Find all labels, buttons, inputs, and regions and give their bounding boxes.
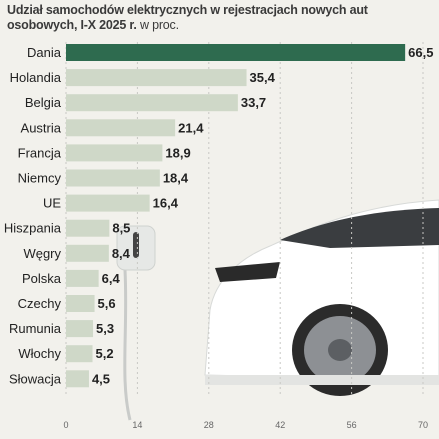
category-label: Dania bbox=[27, 45, 62, 60]
category-label: Francja bbox=[18, 145, 62, 160]
category-label: Rumunia bbox=[9, 321, 62, 336]
bar bbox=[66, 144, 163, 162]
value-label: 5,2 bbox=[96, 346, 114, 361]
bar bbox=[66, 320, 94, 338]
category-label: Austria bbox=[21, 120, 62, 135]
bar bbox=[66, 169, 160, 187]
bar bbox=[66, 295, 95, 312]
title-text: Udział samochodów elektrycznych w rejest… bbox=[7, 3, 368, 32]
x-tick-label: 0 bbox=[63, 420, 68, 430]
value-label: 18,9 bbox=[165, 145, 190, 160]
value-label: 33,7 bbox=[241, 95, 266, 110]
category-label: Czechy bbox=[18, 296, 62, 311]
value-label: 21,4 bbox=[178, 120, 204, 135]
bar bbox=[66, 69, 247, 87]
value-label: 5,3 bbox=[96, 321, 114, 336]
bar bbox=[66, 244, 109, 262]
car-illustration bbox=[116, 199, 439, 421]
value-label: 4,5 bbox=[92, 371, 110, 386]
category-label: Słowacja bbox=[9, 371, 62, 386]
bar bbox=[66, 94, 238, 112]
x-tick-label: 14 bbox=[132, 420, 142, 430]
category-label: Włochy bbox=[18, 346, 61, 361]
category-label: Polska bbox=[22, 271, 62, 286]
bar bbox=[66, 370, 89, 388]
category-label: Hiszpania bbox=[4, 221, 62, 236]
value-label: 8,5 bbox=[112, 221, 130, 236]
value-label: 8,4 bbox=[112, 246, 131, 261]
value-label: 16,4 bbox=[153, 196, 179, 211]
gridlines bbox=[65, 42, 424, 396]
bar bbox=[66, 194, 150, 212]
chart-title: Udział samochodów elektrycznych w rejest… bbox=[7, 3, 427, 33]
bar bbox=[66, 44, 406, 61]
title-unit: w proc. bbox=[139, 18, 179, 32]
category-label: Belgia bbox=[25, 95, 62, 110]
x-axis-ticks: 0 14 28 42 56 70 bbox=[63, 420, 428, 430]
value-label: 35,4 bbox=[250, 70, 276, 85]
x-tick-label: 42 bbox=[275, 420, 285, 430]
bar bbox=[66, 219, 110, 237]
bar bbox=[66, 119, 176, 137]
value-label: 66,5 bbox=[408, 45, 433, 60]
value-label: 6,4 bbox=[102, 271, 121, 286]
x-tick-label: 28 bbox=[204, 420, 214, 430]
x-tick-label: 56 bbox=[347, 420, 357, 430]
value-label: 5,6 bbox=[98, 296, 116, 311]
bar bbox=[66, 345, 93, 363]
x-tick-label: 70 bbox=[418, 420, 428, 430]
category-label: Niemcy bbox=[18, 171, 62, 186]
value-label: 18,4 bbox=[163, 171, 189, 186]
category-label: Węgry bbox=[23, 246, 61, 261]
bar bbox=[66, 269, 99, 287]
category-label: UE bbox=[43, 196, 61, 211]
category-label: Holandia bbox=[10, 70, 62, 85]
bars: Dania 66,5 Holandia 35,4 Belgia 33,7 Austria 21… bbox=[4, 44, 433, 388]
